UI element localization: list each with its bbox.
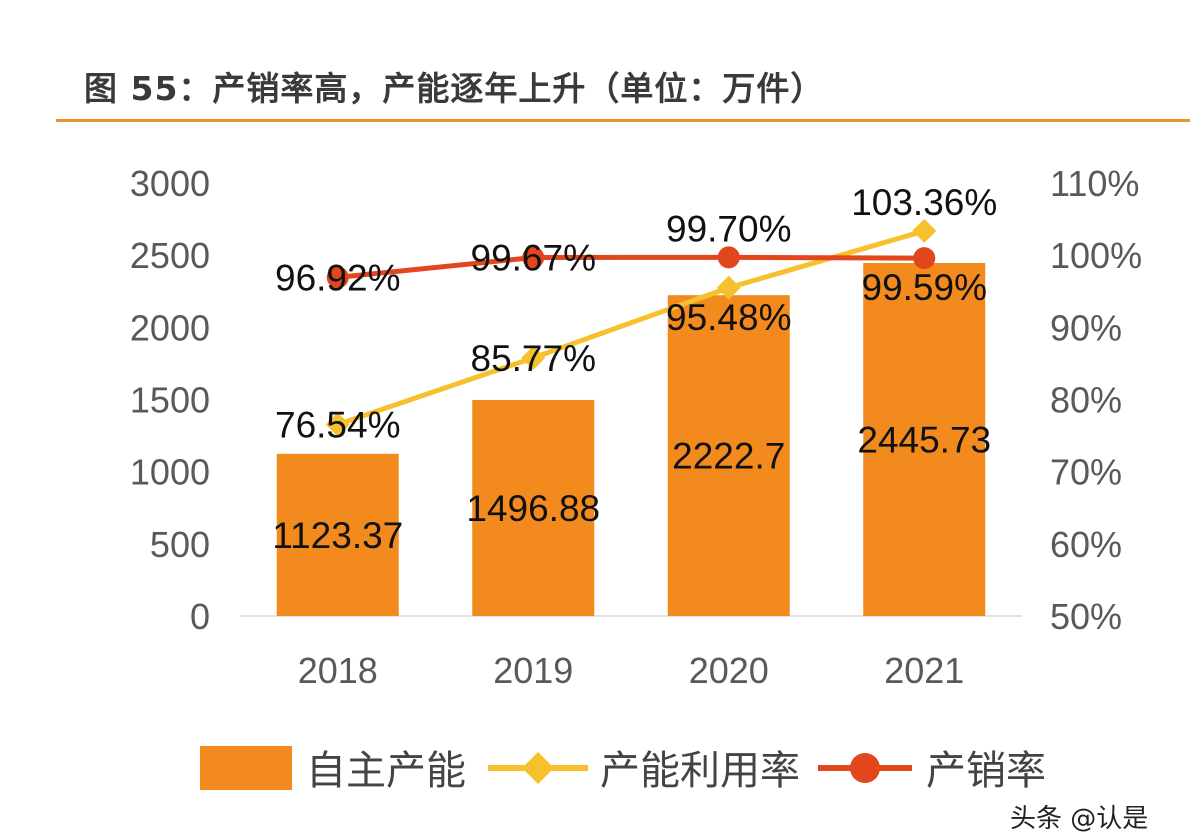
line-data-label: 85.77% bbox=[471, 338, 597, 379]
diamond-marker bbox=[912, 218, 937, 243]
circle-marker bbox=[522, 246, 545, 269]
line-data-label: 76.54% bbox=[275, 404, 401, 445]
x-tick-label: 2021 bbox=[884, 650, 964, 691]
diamond-marker bbox=[521, 345, 546, 370]
legend-circle-icon bbox=[850, 753, 880, 783]
diamond-marker bbox=[716, 275, 741, 300]
left-tick-label: 2000 bbox=[130, 307, 210, 348]
series-line bbox=[337, 254, 925, 280]
circle-marker bbox=[913, 247, 936, 270]
right-tick-label: 50% bbox=[1050, 596, 1122, 637]
left-tick-label: 2500 bbox=[130, 235, 210, 276]
watermark: 头条 @认是 bbox=[1010, 804, 1149, 834]
x-tick-label: 2019 bbox=[493, 650, 573, 691]
bar bbox=[667, 295, 790, 616]
x-tick-label: 2020 bbox=[689, 650, 769, 691]
left-tick-label: 0 bbox=[190, 596, 210, 637]
title-divider bbox=[56, 119, 1190, 122]
right-tick-label: 110% bbox=[1050, 163, 1139, 204]
bar-data-label: 1123.37 bbox=[272, 515, 403, 556]
line-data-label: 96.92% bbox=[275, 257, 401, 298]
left-tick-label: 1500 bbox=[130, 380, 210, 421]
legend-diamond-icon bbox=[522, 752, 554, 784]
right-tick-label: 80% bbox=[1050, 380, 1122, 421]
chart-title: 图 55：产销率高，产能逐年上升（单位：万件） bbox=[84, 69, 825, 108]
left-tick-label: 1000 bbox=[130, 452, 210, 493]
legend-label: 产能利用率 bbox=[600, 748, 800, 794]
line-data-label: 99.59% bbox=[862, 267, 988, 308]
right-tick-label: 70% bbox=[1050, 452, 1122, 493]
diamond-marker bbox=[325, 412, 350, 437]
right-tick-label: 100% bbox=[1050, 235, 1142, 276]
bar-data-label: 2445.73 bbox=[857, 419, 991, 460]
bar bbox=[276, 453, 399, 616]
circle-marker bbox=[326, 266, 349, 289]
bar-data-label: 2222.7 bbox=[672, 436, 785, 477]
right-tick-label: 90% bbox=[1050, 307, 1122, 348]
line-data-label: 99.70% bbox=[666, 208, 792, 249]
legend-label: 自主产能 bbox=[306, 748, 466, 794]
right-tick-label: 60% bbox=[1050, 524, 1122, 565]
x-tick-label: 2018 bbox=[298, 650, 378, 691]
bar-data-label: 1496.88 bbox=[466, 488, 600, 529]
left-tick-label: 500 bbox=[150, 524, 210, 565]
line-data-label: 95.48% bbox=[666, 297, 792, 338]
legend-bar-swatch bbox=[200, 746, 292, 790]
line-data-label: 103.36% bbox=[851, 182, 997, 223]
left-tick-label: 3000 bbox=[130, 163, 210, 204]
bar bbox=[863, 262, 986, 616]
circle-marker bbox=[717, 246, 740, 269]
bar bbox=[472, 399, 595, 616]
legend-label: 产销率 bbox=[926, 748, 1046, 794]
line-data-label: 99.67% bbox=[471, 238, 597, 279]
